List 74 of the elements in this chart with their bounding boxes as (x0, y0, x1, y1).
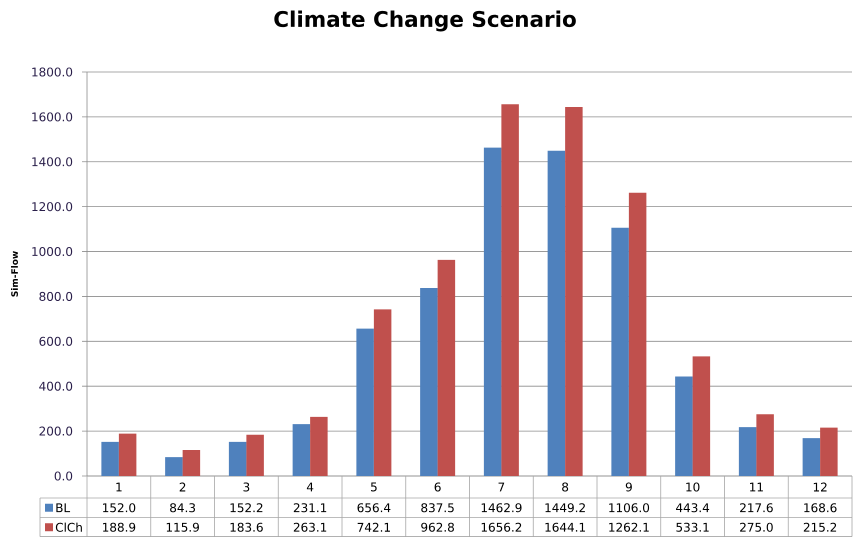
x-tick-label: 5 (370, 482, 377, 492)
bar (802, 438, 820, 476)
bar (182, 450, 200, 476)
y-tick-label: 800.0 (39, 292, 72, 301)
y-tick-label: 1000.0 (32, 247, 72, 256)
data-label: 443.4 (676, 503, 710, 512)
data-label: 183.6 (230, 522, 263, 532)
x-tick-label: 9 (626, 482, 632, 492)
bar (310, 416, 328, 476)
data-label: 215.2 (804, 522, 836, 532)
data-label: 656.4 (358, 503, 390, 512)
bar (292, 424, 310, 476)
legend-label: BL (56, 503, 70, 512)
bar (356, 328, 374, 476)
x-tick-label: 12 (814, 482, 827, 492)
data-label: 1449.2 (545, 503, 585, 512)
data-label: 1262.1 (609, 522, 649, 532)
data-label: 1106.0 (609, 503, 650, 512)
data-label: 152.0 (103, 503, 136, 512)
x-tick-label: 2 (180, 482, 186, 492)
y-tick-label: 0.0 (54, 471, 72, 481)
x-tick-label: 7 (498, 482, 504, 492)
bar (501, 104, 519, 476)
x-tick-label: 8 (562, 482, 568, 492)
y-axis-title: Sim-Flow (11, 251, 18, 297)
data-label: 837.5 (421, 503, 454, 512)
bar (628, 192, 646, 476)
bar (611, 228, 629, 476)
data-label: 962.8 (421, 522, 454, 532)
bar (246, 434, 264, 476)
data-label: 152.2 (230, 503, 262, 512)
y-tick-label: 1200.0 (32, 202, 72, 212)
y-tick-label: 1400.0 (32, 157, 72, 166)
data-label: 231.1 (294, 503, 326, 512)
x-tick-label: 11 (750, 482, 763, 492)
bar (484, 148, 502, 476)
bar (675, 376, 693, 476)
x-tick-label: 1 (116, 482, 122, 492)
x-tick-label: 6 (434, 482, 441, 492)
chart-title: Climate Change Scenario (274, 10, 576, 32)
bar (420, 288, 438, 476)
data-label: 275.0 (740, 522, 773, 532)
bar (228, 442, 246, 476)
legend-label: ClCh (56, 522, 82, 532)
x-tick-label: 4 (306, 482, 314, 492)
x-tick-label: 10 (686, 482, 700, 492)
data-label: 263.1 (294, 522, 326, 532)
data-label: 217.6 (740, 503, 773, 512)
y-tick-label: 600.0 (39, 336, 72, 346)
y-tick-label: 1600.0 (32, 112, 72, 122)
x-tick-label: 3 (243, 482, 250, 492)
y-tick-label: 400.0 (39, 382, 72, 391)
bar (101, 442, 119, 476)
bar (738, 427, 756, 476)
data-label: 188.9 (103, 522, 136, 532)
data-label: 1656.2 (482, 522, 522, 532)
bar (548, 150, 566, 476)
data-label: 742.1 (358, 522, 390, 532)
bar (438, 260, 456, 476)
y-tick-label: 1800.0 (32, 67, 72, 77)
data-label: 1462.9 (482, 503, 522, 512)
bar (692, 356, 710, 476)
bar (165, 457, 183, 476)
bar (118, 434, 136, 476)
y-tick-label: 200.0 (40, 426, 72, 436)
data-label: 1644.1 (545, 522, 585, 532)
bar (565, 106, 583, 476)
data-label: 533.1 (676, 522, 709, 532)
data-label: 168.6 (804, 503, 837, 512)
bar (756, 414, 774, 476)
bar (820, 428, 838, 476)
data-label: 115.9 (166, 522, 199, 532)
data-label: 84.3 (170, 503, 196, 512)
bar (374, 309, 392, 476)
